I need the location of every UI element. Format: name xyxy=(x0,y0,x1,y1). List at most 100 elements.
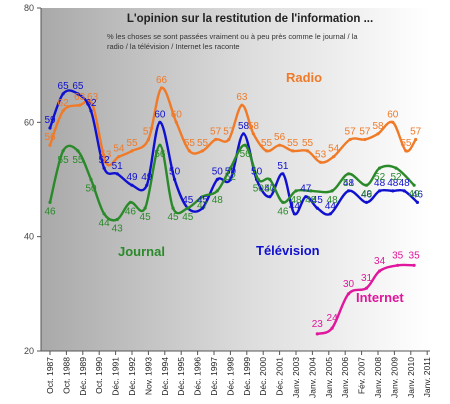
data-label-television-18: 44 xyxy=(289,201,301,212)
data-label-radio-20: 53 xyxy=(315,149,327,160)
data-label-radio-22: 57 xyxy=(345,127,357,138)
data-point-radio-2 xyxy=(77,103,82,107)
data-label-television-19: 47 xyxy=(300,184,312,195)
data-label-television-3: 62 xyxy=(85,98,97,109)
data-label-radio-21: 54 xyxy=(328,144,340,155)
data-point-radio-17 xyxy=(278,143,282,147)
series-name-journal: Journal xyxy=(118,244,165,259)
data-label-journal-19: 48 xyxy=(305,195,317,206)
chart-subtitle-line-2: radio / la télévision / Internet les rac… xyxy=(107,42,240,51)
y-tick-label-60: 60 xyxy=(24,117,34,127)
x-tick-label-22: Janv. 2010 xyxy=(406,357,416,398)
data-label-radio-16: 55 xyxy=(261,138,273,149)
data-label-television-2: 65 xyxy=(72,81,84,92)
data-label-journal-7: 45 xyxy=(140,212,152,223)
data-point-radio-18 xyxy=(291,149,295,153)
data-label-journal-17: 46 xyxy=(277,206,289,217)
data-point-journal-0 xyxy=(48,200,52,204)
x-tick-label-21: Janv. 2009 xyxy=(389,357,399,398)
data-point-television-22 xyxy=(346,189,351,193)
data-label-radio-23: 57 xyxy=(359,127,371,138)
data-label-radio-11: 55 xyxy=(197,138,209,149)
x-tick-label-1: Oct. 1988 xyxy=(61,357,71,394)
data-label-journal-3: 50 xyxy=(85,184,97,195)
data-point-television-9 xyxy=(173,177,177,182)
x-tick-label-4: Déc. 1991 xyxy=(111,357,121,396)
data-point-television-0 xyxy=(48,126,52,130)
data-label-television-4: 52 xyxy=(99,155,111,166)
data-point-television-21 xyxy=(328,212,332,216)
data-label-radio-25: 60 xyxy=(387,109,399,120)
chart-title: L'opinion sur la restitution de l'inform… xyxy=(127,13,373,25)
data-label-television-16: 47 xyxy=(264,184,276,195)
data-label-journal-5: 43 xyxy=(112,224,124,235)
data-point-television-27 xyxy=(415,200,419,204)
data-label-radio-19: 55 xyxy=(302,138,314,149)
data-label-radio-2: 63 xyxy=(74,92,86,103)
data-point-journal-23 xyxy=(378,166,382,170)
data-point-television-23 xyxy=(364,200,369,204)
data-point-television-13 xyxy=(228,177,232,182)
data-label-journal-6: 46 xyxy=(125,206,137,217)
data-label-journal-16: 50 xyxy=(264,184,276,195)
data-point-radio-23 xyxy=(363,137,367,142)
data-point-radio-13 xyxy=(227,137,231,142)
series-line-journal xyxy=(48,143,416,222)
data-point-radio-3 xyxy=(91,103,95,107)
x-tick-label-5: Déc. 1992 xyxy=(127,357,137,396)
data-point-journal-17 xyxy=(281,200,285,204)
y-ticks: 20 40 60 80 xyxy=(24,3,41,356)
data-label-journal-11: 47 xyxy=(197,201,209,212)
data-label-radio-0: 56 xyxy=(44,132,56,143)
data-label-television-9: 50 xyxy=(169,167,181,178)
data-point-radio-12 xyxy=(214,137,218,142)
data-label-journal-13: 52 xyxy=(225,172,237,183)
data-label-radio-8: 66 xyxy=(156,75,168,86)
series-lines xyxy=(48,86,419,336)
data-point-journal-4 xyxy=(102,212,106,216)
data-label-journal-14: 56 xyxy=(240,149,252,160)
data-label-radio-10: 55 xyxy=(184,138,196,149)
data-point-internet-0 xyxy=(315,332,319,336)
chart-subtitle-line-1: % les choses se sont passées vraiment ou… xyxy=(107,32,358,41)
data-label-journal-23: 52 xyxy=(374,172,386,183)
x-tick-label-12: Déc. 1999 xyxy=(242,357,252,396)
data-label-television-23: 46 xyxy=(361,189,373,200)
data-label-television-25: 48 xyxy=(387,178,399,189)
data-label-television-6: 49 xyxy=(126,172,138,183)
data-point-television-17 xyxy=(281,172,285,176)
data-point-radio-16 xyxy=(264,149,269,153)
data-point-journal-13 xyxy=(228,166,232,170)
data-label-radio-12: 57 xyxy=(210,127,222,138)
x-tick-label-9: Déc. 1996 xyxy=(193,357,203,396)
data-label-journal-9: 45 xyxy=(167,212,179,223)
data-label-journal-10: 45 xyxy=(182,212,194,223)
data-label-radio-13: 57 xyxy=(223,127,235,138)
data-point-journal-19 xyxy=(309,189,313,193)
data-point-radio-8 xyxy=(159,86,164,90)
series-name-radio: Radio xyxy=(286,70,322,85)
x-tick-label-3: Oct. 1990 xyxy=(94,357,104,394)
data-point-television-18 xyxy=(292,212,296,216)
data-point-radio-20 xyxy=(319,160,323,164)
data-label-television-13: 50 xyxy=(225,167,237,178)
x-tick-label-19: Fév. 2007 xyxy=(357,357,367,394)
data-label-journal-0: 46 xyxy=(44,206,56,217)
y-tick-label-80: 80 xyxy=(24,3,34,13)
x-tick-label-7: Déc. 1994 xyxy=(160,357,170,396)
data-label-television-26: 48 xyxy=(399,178,411,189)
data-point-internet-3 xyxy=(364,286,369,290)
data-point-radio-21 xyxy=(332,155,336,159)
data-point-radio-15 xyxy=(251,132,255,136)
data-point-radio-27 xyxy=(414,137,418,142)
data-point-journal-21 xyxy=(346,172,351,176)
data-label-radio-4: 53 xyxy=(100,149,112,160)
data-label-internet-2: 30 xyxy=(343,279,355,290)
data-label-television-24: 48 xyxy=(374,178,386,189)
data-label-radio-3: 63 xyxy=(87,92,99,103)
data-point-television-11 xyxy=(200,206,205,210)
data-label-radio-18: 55 xyxy=(287,138,299,149)
data-label-journal-4: 44 xyxy=(99,218,111,229)
data-point-radio-9 xyxy=(174,120,178,124)
